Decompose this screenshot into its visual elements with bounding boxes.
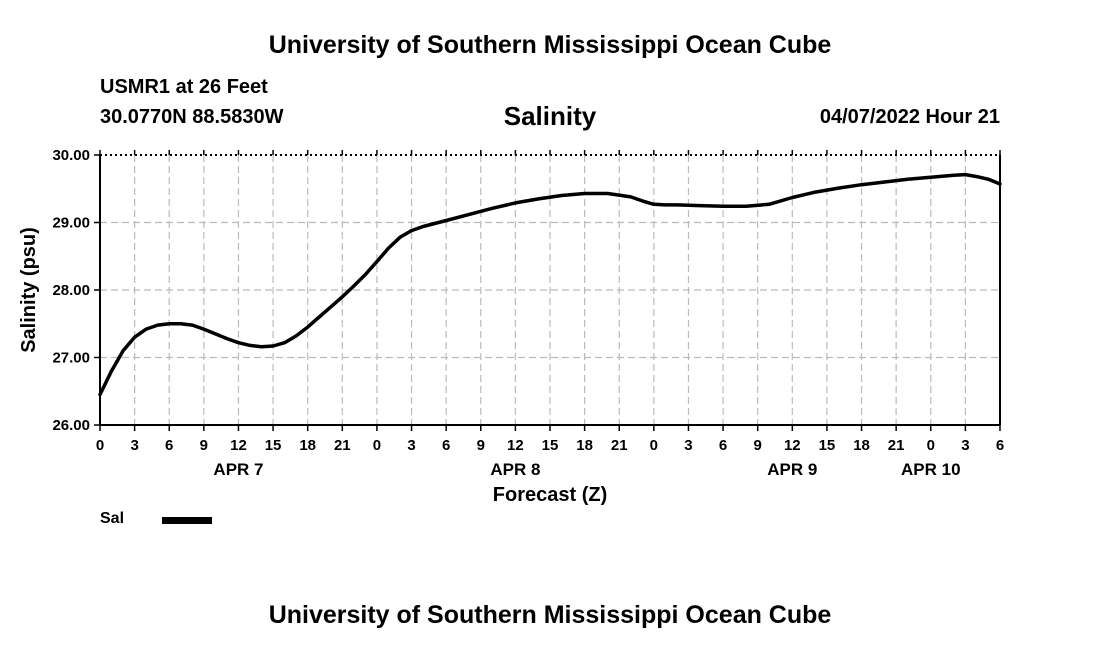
x-tick-label: 6 [719,437,727,454]
x-tick-label: 9 [200,437,208,454]
x-axis-title: Forecast (Z) [493,484,607,506]
salinity-line [98,172,1002,397]
x-tick-label: 0 [927,437,935,454]
legend-swatch [162,517,212,524]
x-tick-label: 3 [407,437,415,454]
date-label: APR 10 [901,460,961,479]
x-tick-label: 15 [819,437,836,454]
footer-title: University of Southern Mississippi Ocean… [268,601,832,629]
chart-title: Salinity [503,101,597,131]
x-tick-label: 9 [754,437,762,454]
x-tick-label: 6 [165,437,173,454]
x-tick-label: 12 [230,437,247,454]
x-tick-label: 21 [888,437,905,454]
x-tick-label: 12 [507,437,524,454]
x-tick-label: 9 [477,437,485,454]
date-label: APR 9 [767,460,817,479]
x-tick-label: 15 [542,437,559,454]
x-tick-label: 3 [684,437,692,454]
station-label: USMR1 at 26 Feet [100,76,268,98]
x-tick-label: 6 [442,437,450,454]
y-tick-label: 27.00 [52,350,90,367]
x-tick-label: 21 [611,437,628,454]
x-tick-label: 3 [961,437,969,454]
x-tick-label: 6 [996,437,1004,454]
y-tick-label: 29.00 [52,215,90,232]
forecast-datetime: 04/07/2022 Hour 21 [819,106,1000,128]
date-label: APR 8 [490,460,540,479]
legend-label: Sal [100,510,125,527]
x-tick-label: 3 [130,437,138,454]
y-tick-label: 26.00 [52,417,90,434]
x-tick-label: 15 [265,437,282,454]
x-tick-label: 0 [373,437,381,454]
y-tick-label: 30.00 [52,147,90,164]
x-tick-label: 21 [334,437,351,454]
x-tick-label: 0 [96,437,104,454]
x-tick-label: 18 [576,437,593,454]
x-tick-label: 12 [784,437,801,454]
station-coordinates: 30.0770N 88.5830W [100,106,284,128]
y-axis-title: Salinity (psu) [18,227,40,353]
x-tick-label: 0 [650,437,658,454]
x-tick-label: 18 [853,437,870,454]
date-label: APR 7 [213,460,263,479]
y-tick-label: 28.00 [52,282,90,299]
x-tick-label: 18 [299,437,316,454]
main-title: University of Southern Mississippi Ocean… [268,31,832,59]
